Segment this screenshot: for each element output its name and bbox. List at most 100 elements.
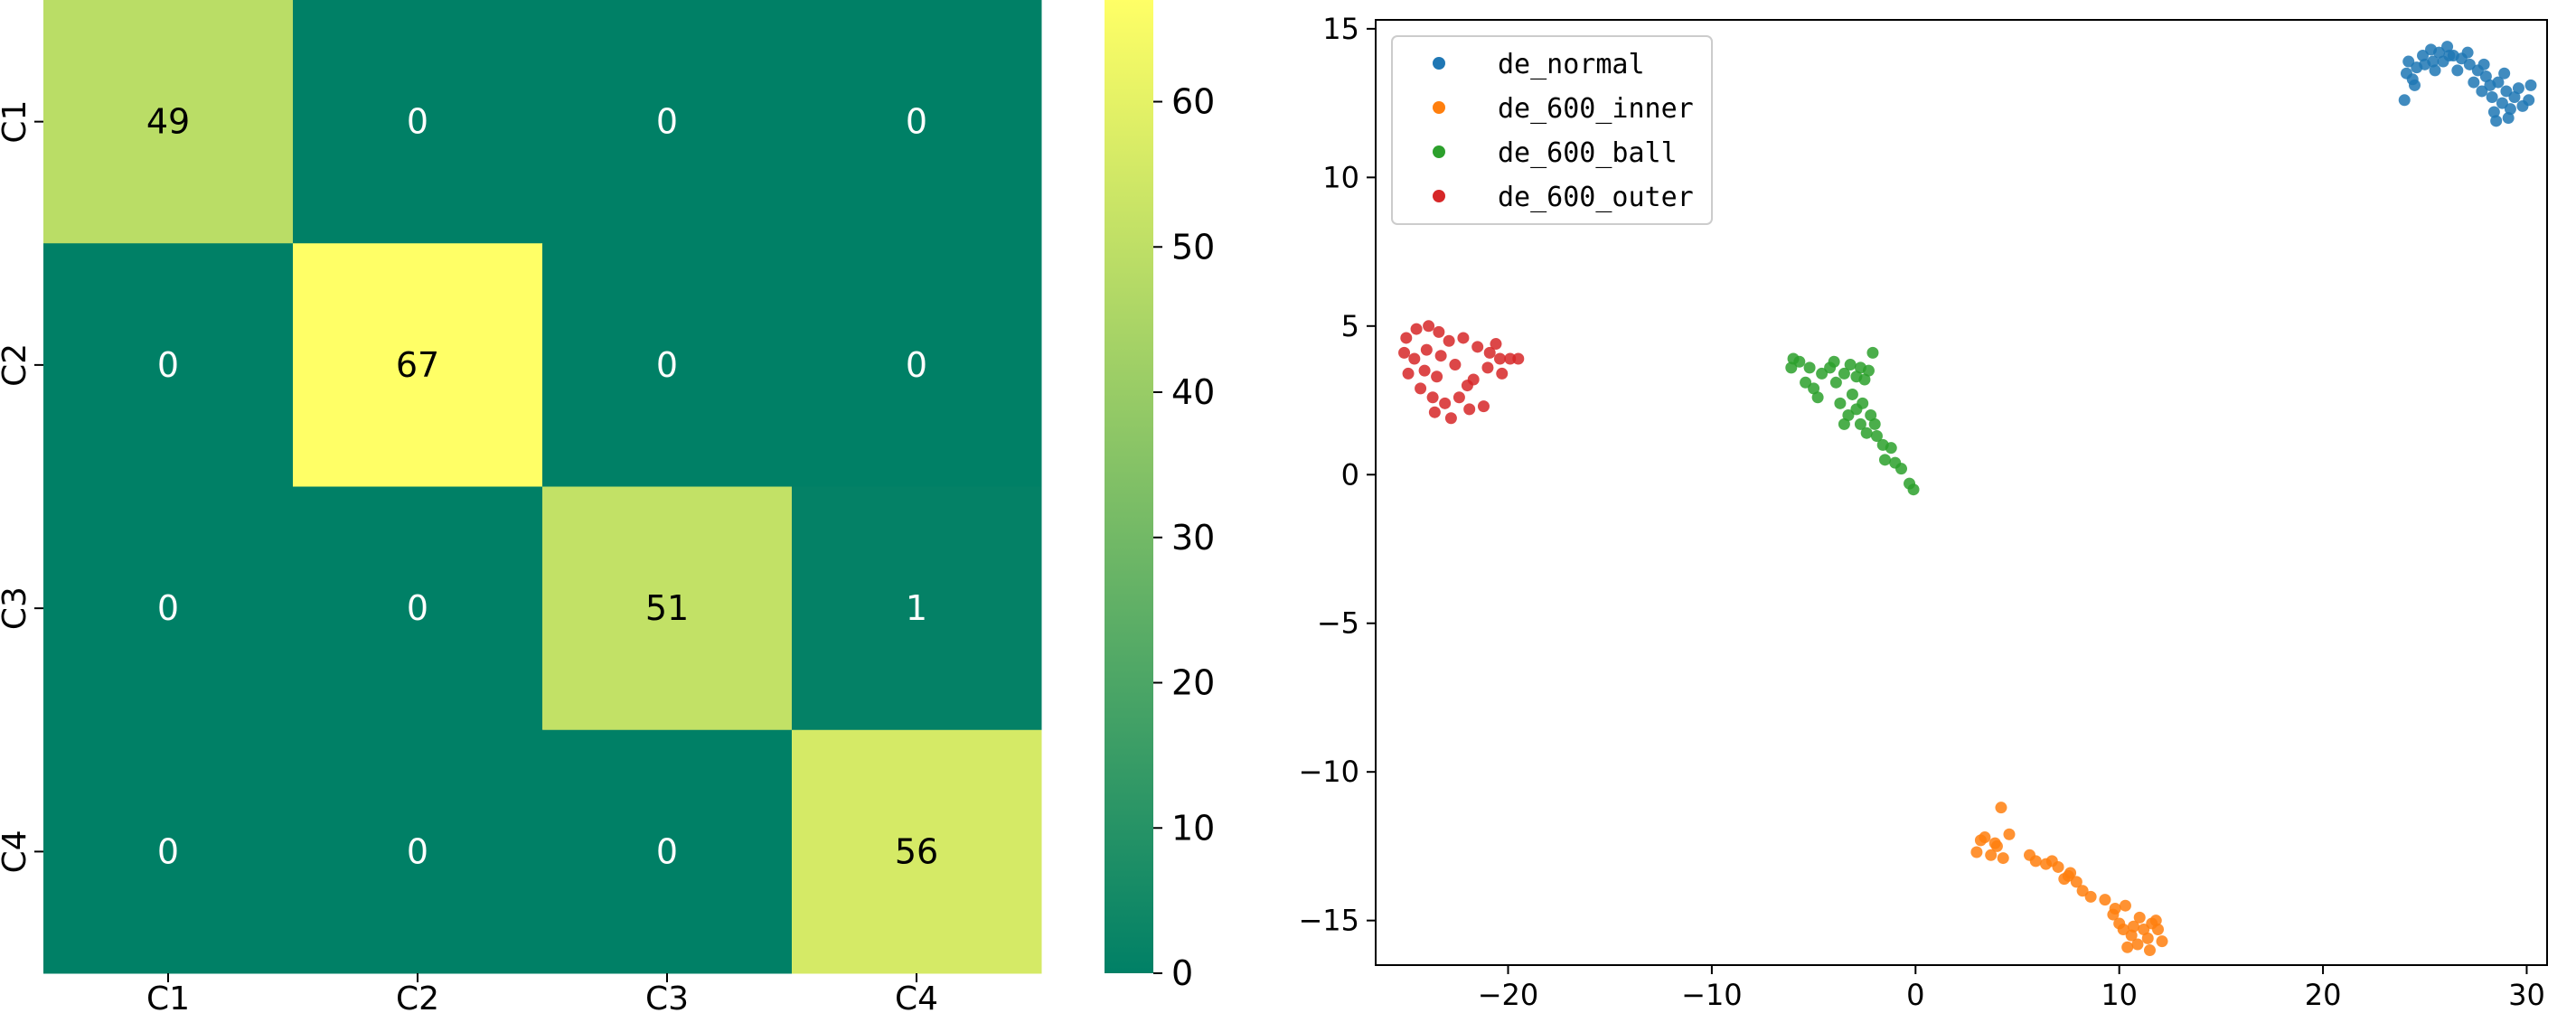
legend-marker xyxy=(1433,57,1445,70)
scatter-point xyxy=(1453,391,1465,404)
heatmap-cell-label: 0 xyxy=(656,345,678,385)
scatter-point xyxy=(1463,403,1476,416)
scatter-point xyxy=(2417,49,2430,61)
scatter-point xyxy=(1997,852,2009,865)
scatter-point xyxy=(1970,846,1983,858)
heatmap-cell xyxy=(542,243,793,487)
heatmap-y-tick-label: C1 xyxy=(0,100,33,144)
scatter-point xyxy=(1785,361,1798,374)
scatter-point xyxy=(2427,55,2440,68)
scatter-point xyxy=(2490,115,2503,127)
scatter-point xyxy=(2496,97,2508,109)
scatter-point xyxy=(2477,58,2490,70)
scatter-point xyxy=(2084,890,2097,903)
heatmap-y-ticks: C1 C2 C3 C4 xyxy=(0,100,43,873)
heatmap-cell-label: 67 xyxy=(396,345,439,385)
colorbar-tick-label: 30 xyxy=(1171,518,1215,558)
scatter-point xyxy=(2500,85,2513,98)
scatter-point xyxy=(1431,370,1443,383)
scatter-point xyxy=(2143,944,2156,957)
heatmap-cell-label: 49 xyxy=(146,102,190,142)
scatter-point xyxy=(2463,58,2476,70)
heatmap-cell-label: 0 xyxy=(906,345,927,385)
scatter-series-de_600_inner xyxy=(1970,802,2168,957)
heatmap-x-tick-label: C2 xyxy=(396,980,439,1013)
scatter-point xyxy=(1400,332,1413,344)
legend-marker xyxy=(1433,145,1445,158)
scatter-point xyxy=(2492,76,2505,89)
scatter-point xyxy=(1862,364,1875,377)
scatter-point xyxy=(2117,924,2129,936)
scatter-point xyxy=(1504,352,1517,365)
heatmap-cell xyxy=(43,729,294,974)
scatter-point xyxy=(1860,427,1873,439)
scatter-point xyxy=(2119,899,2131,912)
scatter-point xyxy=(1426,391,1439,404)
scatter-point xyxy=(2138,924,2150,936)
scatter-point xyxy=(2003,828,2016,840)
legend-label: de_600_outer xyxy=(1498,182,1694,213)
scatter-point xyxy=(1842,408,1855,421)
scatter-y-tick-label: −15 xyxy=(1298,904,1359,938)
scatter-point xyxy=(1420,343,1433,356)
scatter-x-tick-label: −10 xyxy=(1681,978,1743,1012)
scatter-series-de_normal xyxy=(2398,41,2537,127)
scatter-point xyxy=(1443,334,1455,347)
scatter-points xyxy=(1398,41,2537,957)
scatter-point xyxy=(1895,463,1908,475)
scatter-x-tick-label: 0 xyxy=(1906,978,1924,1012)
legend-frame xyxy=(1391,35,1713,225)
heatmap-cell-label: 51 xyxy=(645,588,689,628)
heatmap-y-tick-label: C4 xyxy=(0,830,33,873)
scatter-point xyxy=(1868,417,1881,430)
heatmap-cell xyxy=(293,729,543,974)
scatter-point xyxy=(1512,352,1525,365)
scatter-point xyxy=(1415,382,1427,395)
heatmap-cell-label: 1 xyxy=(906,588,927,628)
heatmap-cell xyxy=(542,729,793,974)
scatter-series-de_600_outer xyxy=(1398,320,1525,425)
scatter-point xyxy=(1457,332,1470,344)
scatter-point xyxy=(2451,64,2464,77)
scatter-point xyxy=(1444,412,1457,425)
scatter-point xyxy=(1811,391,1824,404)
legend-label: de_600_inner xyxy=(1498,93,1694,125)
scatter-y-ticks: −15 −10 −5 0 5 10 15 xyxy=(1298,12,1376,938)
scatter-point xyxy=(1408,352,1421,365)
scatter-y-tick-label: 10 xyxy=(1322,160,1359,194)
heatmap-cell xyxy=(792,729,1042,974)
scatter-point xyxy=(1885,442,1897,455)
scatter-point xyxy=(2512,82,2524,95)
scatter-point xyxy=(2099,894,2111,906)
heatmap-cell-label: 0 xyxy=(157,345,179,385)
scatter-point xyxy=(1829,376,1842,389)
scatter-point xyxy=(2076,885,2089,897)
scatter-point xyxy=(2133,911,2146,924)
heatmap-cell-label: 0 xyxy=(407,588,428,628)
scatter-point xyxy=(1803,361,1816,374)
colorbar-tick-label: 20 xyxy=(1171,663,1215,703)
scatter-point xyxy=(1410,323,1423,335)
colorbar-tick-label: 50 xyxy=(1171,227,1215,267)
colorbar-ticks: 0 10 20 30 40 50 60 xyxy=(1153,82,1215,993)
heatmap-x-ticks: C1 C2 C3 C4 xyxy=(146,973,938,1013)
scatter-x-tick-label: 10 xyxy=(2101,978,2138,1012)
heatmap-y-tick-label: C3 xyxy=(0,586,33,630)
heatmap-cell-label: 0 xyxy=(656,102,678,142)
heatmap-cell xyxy=(792,486,1042,731)
scatter-point xyxy=(1858,373,1871,386)
scatter-point xyxy=(2486,91,2498,104)
colorbar-tick-label: 40 xyxy=(1171,372,1215,412)
scatter-point xyxy=(1496,367,1509,380)
scatter-point xyxy=(1865,408,1877,421)
scatter-y-tick-label: 5 xyxy=(1341,309,1359,343)
scatter-point xyxy=(2443,49,2456,61)
scatter-point xyxy=(1439,397,1452,409)
scatter-point xyxy=(1990,839,2003,852)
heatmap-x-tick-label: C4 xyxy=(895,980,938,1013)
scatter-y-tick-label: −10 xyxy=(1298,755,1359,789)
scatter-point xyxy=(2398,94,2411,107)
scatter-point xyxy=(2524,79,2537,91)
heatmap-cell xyxy=(293,0,543,244)
scatter-point xyxy=(1433,325,1445,338)
